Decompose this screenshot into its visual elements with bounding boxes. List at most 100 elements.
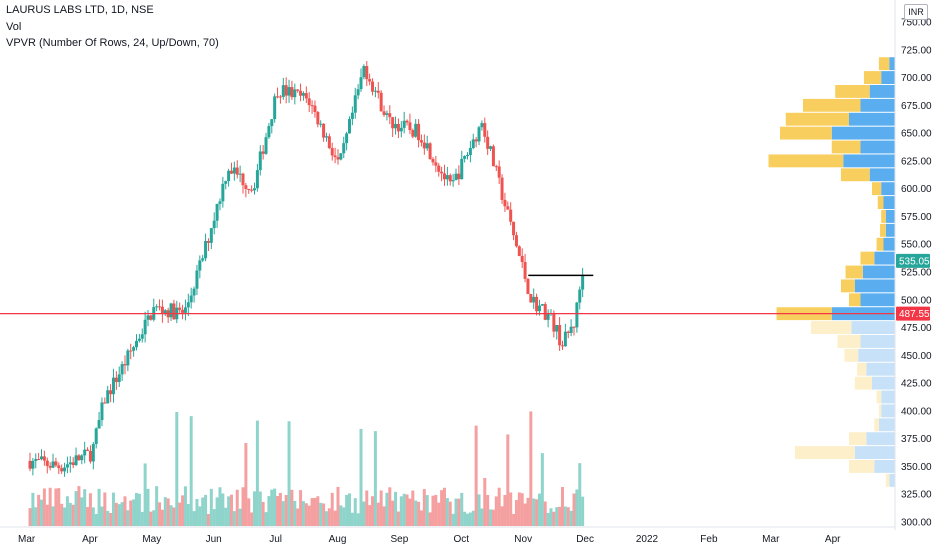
volume-bar (232, 511, 236, 526)
volume-bar (284, 495, 288, 526)
volume-bar (106, 510, 110, 526)
volume-bar (267, 496, 271, 526)
vpvr-down-bar (831, 140, 861, 154)
vpvr-up-bar (881, 390, 895, 404)
volume-bar (299, 490, 303, 526)
candle-body (238, 173, 242, 175)
candle-body (537, 305, 541, 312)
time-axis[interactable]: Mar Apr May Jun Jul Aug Sep Oct Nov Dec 2022 Feb Mar… (0, 526, 895, 545)
volume-bar (566, 507, 570, 526)
candle-body (434, 162, 438, 166)
volume-bar (278, 492, 282, 526)
candle-body (126, 350, 130, 366)
candle-body (442, 173, 446, 180)
volume-bar (350, 512, 354, 526)
volume-bar (34, 507, 38, 526)
volume-bar (503, 495, 507, 526)
volume-bar (264, 512, 268, 526)
volume-bar (468, 512, 472, 526)
currency-label[interactable]: INR (904, 4, 928, 20)
level-price-tag-bg (896, 306, 930, 321)
volume-bar (160, 509, 164, 526)
candle-body (37, 459, 41, 461)
candle-body (396, 123, 400, 132)
candle-body (155, 306, 159, 308)
candle-body (411, 130, 415, 137)
vpvr-up-bar (885, 223, 895, 237)
candle-body (373, 90, 377, 92)
volume-bar (42, 488, 46, 526)
vpvr-down-bar (785, 112, 849, 126)
price-tick-label: 350.00 (901, 462, 932, 473)
candle-body (327, 136, 331, 149)
candle-body (563, 331, 567, 347)
candle-body (566, 331, 570, 334)
vpvr-down-bar (881, 210, 886, 223)
candle-body (103, 402, 107, 404)
candle-body (83, 449, 87, 456)
volume-bar (172, 507, 176, 526)
vpvr-down-bar (837, 335, 861, 348)
legend-symbol[interactable]: LAURUS LABS LTD, 1D, NSE (6, 4, 154, 16)
volume-bar (37, 494, 41, 526)
vpvr-up-bar (854, 279, 895, 293)
volume-bar (310, 498, 314, 526)
vpvr-up-bar (862, 265, 895, 279)
vpvr-up-bar (843, 154, 895, 168)
vpvr-down-bar (878, 57, 890, 71)
candle-body (204, 241, 208, 259)
volume-bar (517, 492, 521, 526)
time-tick-label: Apr (82, 534, 98, 545)
candle-body (503, 199, 507, 207)
vpvr-down-bar (857, 362, 867, 376)
legend-volume[interactable]: Vol (6, 21, 22, 33)
volume-bar (342, 507, 346, 526)
candle-body (293, 89, 297, 98)
vpvr-up-bar (860, 293, 895, 307)
candle-body (158, 306, 162, 308)
volume-bar (175, 412, 179, 526)
volume-bar (385, 492, 389, 526)
time-tick-label: Nov (514, 534, 532, 545)
volume-bar (126, 510, 130, 526)
candle-body (526, 278, 530, 294)
vpvr-down-bar (872, 182, 882, 196)
volume-bar (382, 506, 386, 526)
volume-bar (88, 493, 92, 526)
candle-body (388, 113, 392, 118)
vpvr-down-bar (768, 154, 844, 168)
volume-bar (227, 496, 231, 526)
volume-bar (152, 510, 156, 526)
vpvr-down-bar (863, 71, 882, 84)
candle-body (304, 93, 308, 99)
volume-bar (575, 489, 579, 526)
price-tick-label: 525.00 (901, 268, 932, 279)
candle-body (382, 111, 386, 115)
vpvr-up-bar (860, 140, 895, 154)
candle-body (74, 455, 78, 466)
candle-body (160, 306, 164, 315)
volume-bar (63, 507, 67, 526)
candle-body (181, 309, 185, 313)
volume-bar (365, 490, 369, 526)
candle-body (71, 462, 75, 466)
candle-body (232, 167, 236, 174)
volume-bar (137, 493, 141, 526)
candle-body (31, 460, 35, 469)
candle-body (376, 90, 380, 93)
volume-bar (253, 491, 257, 526)
vpvr-down-bar (885, 473, 890, 487)
legend-vpvr[interactable]: VPVR (Number Of Rows, 24, Up/Down, 70) (6, 37, 219, 49)
volume-bar (97, 488, 101, 526)
volume-bar (140, 511, 144, 526)
volume-bar (345, 494, 349, 526)
candle-body (540, 304, 544, 306)
volume-bar (373, 431, 377, 526)
candle-body (192, 288, 196, 296)
price-axis[interactable]: 750.00 725.00 700.00 675.00 650.00 625.00 600.… (894, 0, 932, 530)
volume-bar (304, 503, 308, 526)
candle-body (500, 177, 504, 200)
candle-body (520, 255, 524, 262)
